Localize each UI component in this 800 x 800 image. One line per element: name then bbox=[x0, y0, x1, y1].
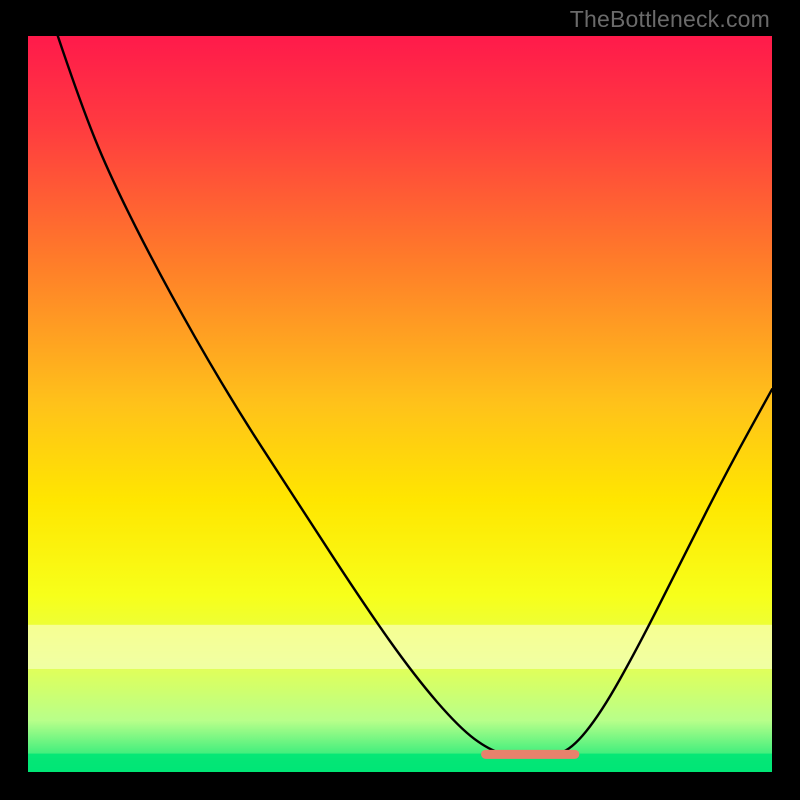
pale-band bbox=[28, 625, 772, 669]
plot-area bbox=[28, 36, 772, 772]
bottleneck-curve-plot bbox=[28, 36, 772, 772]
watermark-text: TheBottleneck.com bbox=[570, 6, 770, 33]
green-band bbox=[28, 754, 772, 772]
chart-frame: TheBottleneck.com bbox=[0, 0, 800, 800]
